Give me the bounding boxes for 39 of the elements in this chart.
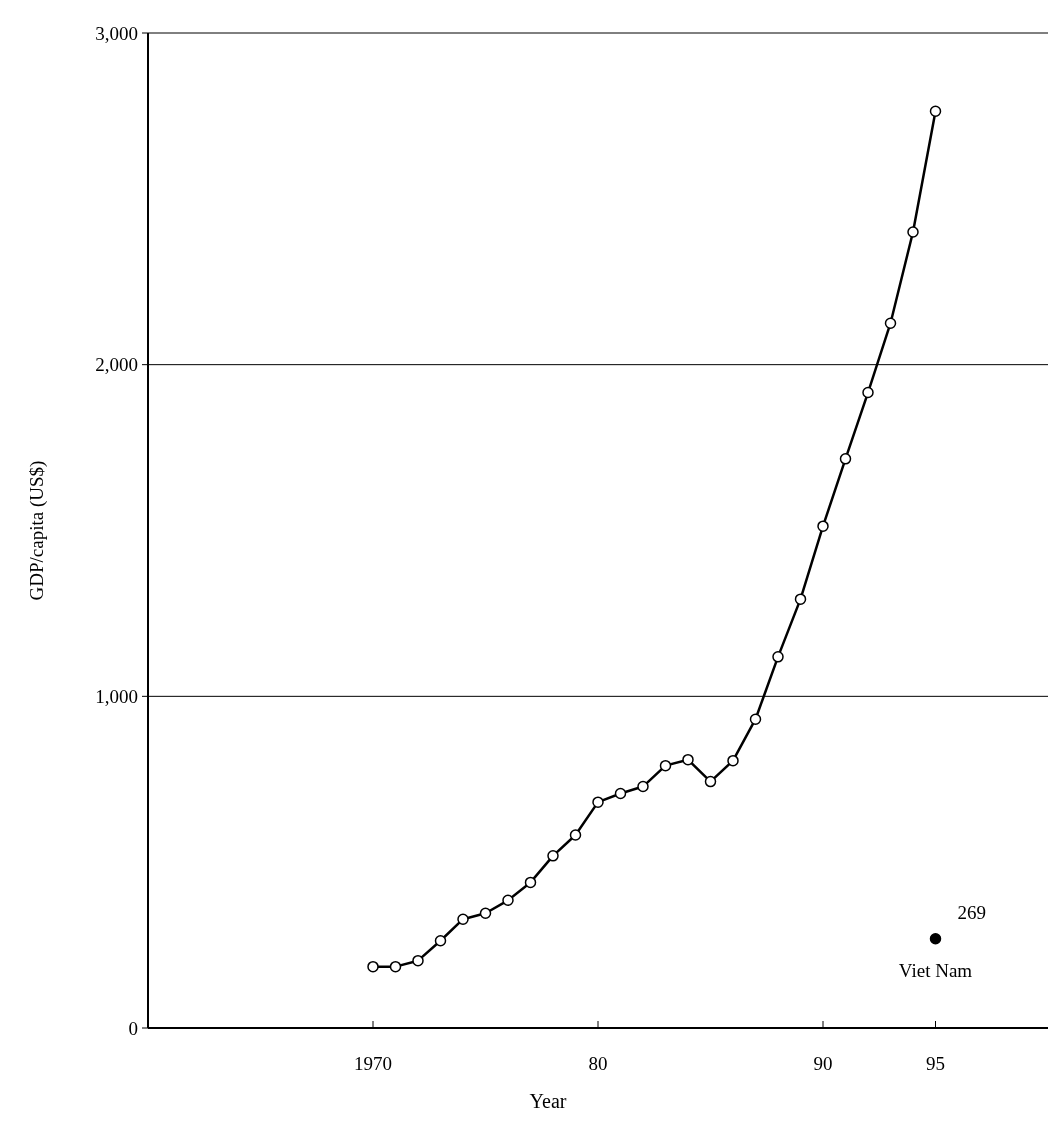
x-tick-label: 95 bbox=[926, 1053, 945, 1074]
point bbox=[479, 907, 492, 919]
point bbox=[929, 105, 942, 118]
x-tick-label: 80 bbox=[588, 1053, 608, 1074]
point bbox=[457, 913, 469, 925]
point bbox=[592, 796, 604, 808]
point bbox=[367, 960, 379, 973]
y-tick-label: 1,000 bbox=[95, 685, 138, 707]
point bbox=[389, 960, 402, 973]
y-tick-label: 3,000 bbox=[95, 22, 138, 44]
point bbox=[862, 386, 874, 399]
point bbox=[772, 651, 784, 663]
y-tick-label: 2,000 bbox=[95, 354, 138, 376]
data-label: 269 bbox=[957, 901, 986, 923]
series-label: Viet Nam bbox=[898, 959, 973, 981]
point bbox=[434, 935, 447, 947]
y-axis-title: GDP/capita (US$) bbox=[26, 460, 48, 601]
point bbox=[929, 933, 942, 945]
point bbox=[524, 876, 537, 889]
point bbox=[412, 954, 424, 967]
point bbox=[839, 453, 852, 465]
x-tick-label: 1970 bbox=[354, 1053, 392, 1074]
point bbox=[659, 759, 672, 772]
x-axis-title: Year bbox=[529, 1090, 567, 1112]
y-tick-label: 0 bbox=[128, 1017, 138, 1039]
point bbox=[907, 226, 919, 238]
point bbox=[614, 787, 627, 800]
point bbox=[682, 753, 694, 766]
point bbox=[794, 593, 807, 605]
point bbox=[884, 317, 897, 329]
point bbox=[704, 775, 717, 788]
point bbox=[749, 713, 762, 725]
x-tick-label: 90 bbox=[813, 1053, 833, 1074]
point bbox=[727, 754, 739, 767]
point bbox=[547, 850, 559, 862]
point bbox=[637, 780, 649, 793]
point bbox=[502, 894, 514, 907]
point bbox=[569, 829, 582, 841]
point bbox=[817, 520, 829, 532]
